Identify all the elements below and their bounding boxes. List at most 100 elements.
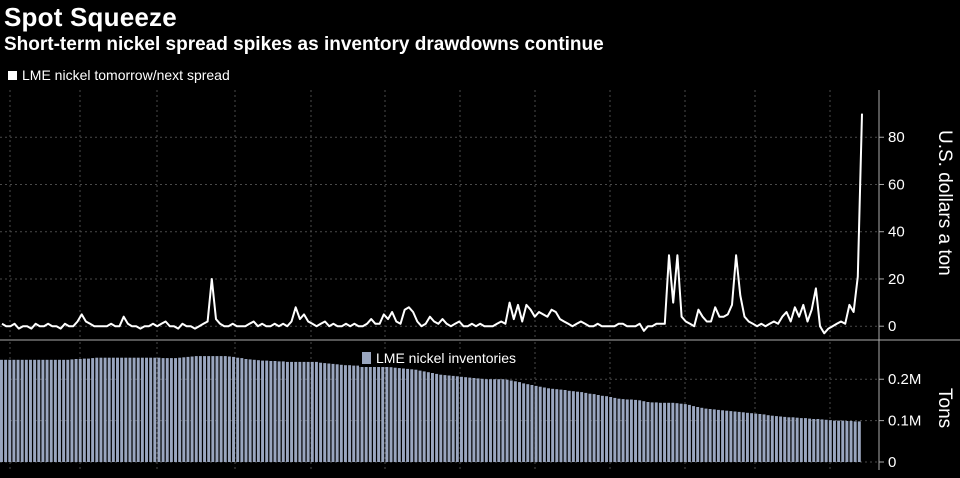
inventory-bar xyxy=(762,414,766,462)
inventory-bar xyxy=(165,358,169,462)
inventory-bar xyxy=(741,412,745,462)
inventory-bar xyxy=(343,365,347,462)
inventory-bar xyxy=(513,381,517,462)
inventory-bar xyxy=(149,357,153,462)
inventory-bar xyxy=(116,357,119,462)
inventory-bar xyxy=(385,366,389,462)
inventory-bar xyxy=(356,365,360,462)
inventory-bar xyxy=(853,421,857,462)
inventory-bar xyxy=(145,357,148,462)
inventory-bar xyxy=(808,418,812,462)
inventory-bar xyxy=(828,420,832,462)
inventory-bar xyxy=(186,356,190,462)
inventory-bar xyxy=(377,366,381,462)
chart-subtitle: Short-term nickel spread spikes as inven… xyxy=(4,34,604,55)
inventory-bar xyxy=(646,402,650,462)
inventory-bar xyxy=(70,359,74,462)
inventory-bar xyxy=(617,398,621,462)
inventory-bar xyxy=(422,371,426,462)
inventory-bar xyxy=(190,356,194,462)
inventory-bar xyxy=(368,365,372,462)
inventory-bar xyxy=(298,361,302,462)
inventory-bar xyxy=(704,408,708,462)
inventory-bar xyxy=(294,361,298,462)
inventory-bar xyxy=(352,365,356,462)
inventory-bar xyxy=(111,357,115,462)
inventory-bar xyxy=(310,361,314,462)
inventory-bar xyxy=(124,357,128,462)
inventory-bar xyxy=(658,402,662,462)
inventory-bar xyxy=(584,392,588,462)
inventory-bar xyxy=(551,388,555,462)
inventory-bar xyxy=(509,380,513,462)
inventory-bar xyxy=(716,409,720,462)
inventory-bar xyxy=(401,368,405,462)
inventory-bar xyxy=(849,421,853,462)
inventory-bar xyxy=(841,420,845,462)
inventory-bar xyxy=(737,411,741,462)
inventory-bar xyxy=(95,357,99,462)
inventory-bar xyxy=(12,359,16,462)
inventory-bar xyxy=(269,361,273,462)
inventory-bar xyxy=(281,361,285,462)
spread-y-axis-label: U.S. dollars a ton xyxy=(934,130,955,276)
inventory-bar xyxy=(824,419,828,462)
spread-line xyxy=(1,113,863,335)
inventory-bar xyxy=(53,359,57,462)
inventory-bar xyxy=(733,411,737,462)
inventory-bar xyxy=(857,421,861,462)
inventory-bar xyxy=(505,379,509,462)
inventory-bar xyxy=(563,390,567,462)
inventory-bar xyxy=(20,359,24,462)
inventory-bar xyxy=(372,365,376,462)
inventory-bar xyxy=(277,361,281,462)
inventory-bar xyxy=(696,407,700,462)
inventory-bar xyxy=(547,388,550,462)
spread-y-ticks: 0 20 40 60 80 xyxy=(879,129,905,335)
inventory-bar xyxy=(679,403,683,462)
inventory-bar xyxy=(91,358,95,462)
inventory-bar xyxy=(832,420,836,462)
inventory-bar xyxy=(621,399,625,462)
inventory-bar xyxy=(227,356,231,462)
inventory-bar xyxy=(410,369,414,462)
inventory-bar xyxy=(455,376,459,462)
inventory-bar xyxy=(468,377,472,462)
inventory-bar xyxy=(24,359,28,462)
inventory-bar xyxy=(99,357,103,462)
inventory-bar xyxy=(178,357,182,462)
inventory-bar xyxy=(49,359,53,462)
inventory-bar xyxy=(472,378,476,462)
inventory-bar xyxy=(555,389,559,462)
inventory-bar xyxy=(8,359,12,462)
inventory-bar xyxy=(663,402,667,462)
inventory-bar xyxy=(348,365,352,462)
inventory-bar xyxy=(194,356,198,462)
inventory-bar xyxy=(613,397,617,462)
spread-tick-label: 40 xyxy=(888,224,905,241)
inventory-bar xyxy=(0,359,3,462)
inventory-bar xyxy=(215,356,219,462)
inventory-bar xyxy=(140,357,144,462)
inventory-y-ticks: 0 0.1M 0.2M xyxy=(879,371,921,471)
inventory-bar xyxy=(198,356,202,462)
inventory-bar xyxy=(236,357,240,462)
inventory-bar xyxy=(327,363,331,462)
inventory-bar xyxy=(542,387,546,462)
inventory-bar xyxy=(497,379,501,462)
inventory-bar xyxy=(605,396,608,462)
inventory-bar xyxy=(650,402,654,462)
inventory-bar xyxy=(273,361,277,462)
inventory-bar xyxy=(820,419,824,462)
inventory-bar xyxy=(675,403,679,462)
inventory-bar xyxy=(787,417,791,462)
inventory-bar xyxy=(480,378,484,462)
spread-gridlines xyxy=(0,90,879,338)
inventory-y-axis-label: Tons xyxy=(934,388,955,429)
inventory-bar xyxy=(538,386,542,462)
inventory-bar xyxy=(87,358,90,462)
spread-legend-swatch xyxy=(8,70,17,80)
inventory-bar xyxy=(418,370,422,462)
inventory-bar xyxy=(261,360,265,462)
inventory-tick-label: 0.2M xyxy=(888,371,921,388)
